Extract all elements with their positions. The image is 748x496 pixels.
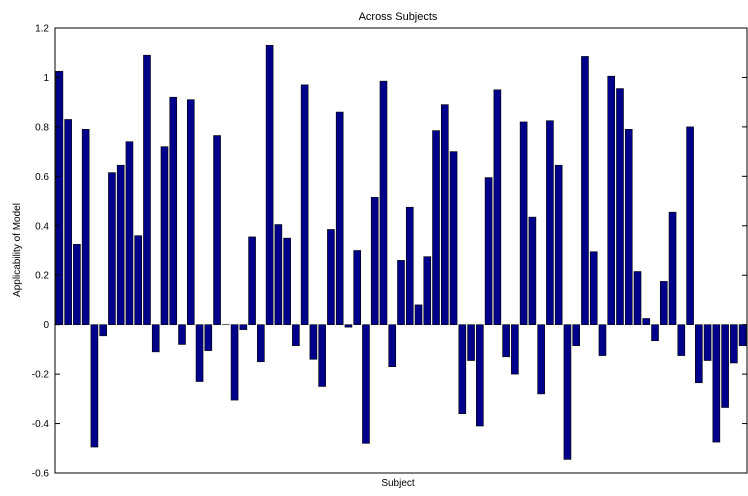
bar [634,272,641,325]
bar [249,237,256,325]
bar [292,325,299,346]
bar [205,325,212,351]
bar [91,325,98,447]
bar [441,105,448,325]
bar [529,217,536,325]
bar [503,325,510,357]
bar [643,318,650,324]
bar [380,81,387,325]
bar [599,325,606,356]
bar [143,55,150,324]
bar [433,131,440,325]
y-tick-label: 0 [43,320,49,331]
bar [616,89,623,325]
bar [275,225,282,325]
bar [196,325,203,382]
bar [362,325,369,444]
bar [179,325,186,345]
bar [65,119,72,324]
bar [564,325,571,460]
bar [424,257,431,325]
bar [100,325,107,336]
x-axis-label: Subject [381,478,415,489]
bar [511,325,518,374]
y-tick-label: 0.8 [35,122,49,133]
bar [415,305,422,325]
bar [345,325,352,327]
bar [108,173,115,325]
bar [468,325,475,361]
bar [266,45,273,324]
bar [170,97,177,324]
bar [126,142,133,325]
bar [608,76,615,324]
y-tick-label: -0.6 [32,469,50,480]
bar [538,325,545,394]
bar [546,121,553,325]
bar [660,281,667,324]
bar [231,325,238,400]
bar [161,147,168,325]
bar [257,325,264,362]
bar [354,251,361,325]
bar [590,252,597,325]
bar [135,236,142,325]
bar [117,165,124,324]
y-tick-label: -0.4 [32,419,50,430]
bar [284,238,291,325]
bar [555,165,562,324]
bar [695,325,702,383]
bar [739,325,746,346]
y-tick-label: 1.2 [35,24,49,35]
bar [520,122,527,325]
y-tick-label: 0.4 [35,221,49,232]
chart-title: Across Subjects [359,11,438,23]
bar [722,325,729,408]
bar [459,325,466,414]
bar [56,71,63,324]
bar [310,325,317,360]
bar [389,325,396,367]
bar [730,325,737,363]
y-axis-label: Applicability of Model [12,203,23,297]
bar [485,178,492,325]
bar [327,229,334,324]
y-tick-label: 1 [43,73,49,84]
bar [406,207,413,324]
bar [573,325,580,346]
bar [336,112,343,325]
bar [371,197,378,324]
plot-frame [55,28,747,473]
bar [704,325,711,361]
bar [301,85,308,325]
bar [581,56,588,324]
bar [652,325,659,341]
bar [214,136,221,325]
bar [73,244,80,324]
bar [625,129,632,324]
bar [240,325,247,330]
bar [450,152,457,325]
bar [398,260,405,324]
y-tick-label: 0.6 [35,172,49,183]
bar [494,90,501,325]
y-tick-label: 0.2 [35,271,49,282]
bar [669,212,676,324]
bar [713,325,720,442]
bar [476,325,483,426]
bars [56,45,746,459]
bar [687,127,694,325]
bar [678,325,685,356]
bar [152,325,159,352]
bar [187,100,194,325]
bar [319,325,326,387]
y-tick-label: -0.2 [32,370,50,381]
bar [82,129,89,324]
